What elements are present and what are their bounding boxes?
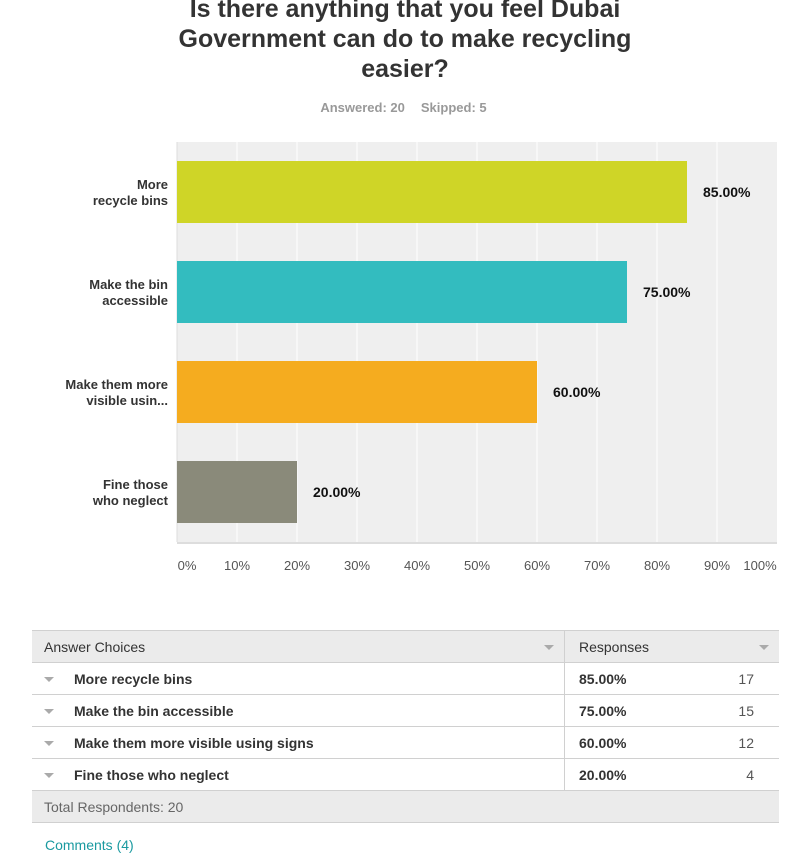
bar[interactable]	[177, 361, 537, 423]
x-tick-label: 10%	[224, 558, 250, 573]
x-tick-label: 90%	[704, 558, 730, 573]
expand-icon[interactable]	[44, 741, 54, 747]
bar-data-label: 60.00%	[553, 384, 601, 400]
table-header: Answer Choices Responses	[32, 630, 779, 663]
table-row: Make them more visible using signs 60.00%…	[32, 726, 779, 759]
table-row: Fine those who neglect 20.00% 4	[32, 758, 779, 791]
answer-choices-header[interactable]: Answer Choices	[32, 630, 565, 663]
category-label: More recycle bins	[93, 177, 168, 208]
response-count: 15	[689, 694, 779, 727]
category-label: Fine those who neglect	[92, 477, 169, 508]
response-count: 12	[689, 726, 779, 759]
response-stats: Answered: 20 Skipped: 5	[0, 100, 807, 115]
bar-data-label: 85.00%	[703, 184, 751, 200]
responses-table: Answer Choices Responses More recycle bi…	[32, 630, 779, 823]
x-tick-label: 100%	[743, 558, 777, 573]
sort-icon[interactable]	[759, 644, 769, 650]
x-tick-label: 30%	[344, 558, 370, 573]
x-tick-label: 0%	[178, 558, 197, 573]
bar[interactable]	[177, 261, 627, 323]
expand-icon[interactable]	[44, 709, 54, 715]
x-tick-label: 40%	[404, 558, 430, 573]
bar-data-label: 75.00%	[643, 284, 691, 300]
expand-icon[interactable]	[44, 677, 54, 683]
category-label: Make them more visible usin...	[65, 377, 168, 408]
table-row: Make the bin accessible 75.00% 15	[32, 694, 779, 727]
response-percent: 60.00%	[564, 726, 689, 759]
responses-header[interactable]: Responses	[564, 630, 779, 663]
answer-choice-cell: Make the bin accessible	[32, 694, 565, 727]
x-tick-label: 80%	[644, 558, 670, 573]
sort-icon[interactable]	[544, 644, 554, 650]
bar[interactable]	[177, 161, 687, 223]
total-respondents: Total Respondents: 20	[32, 790, 779, 823]
skipped-count: Skipped: 5	[420, 100, 487, 115]
x-tick-label: 70%	[584, 558, 610, 573]
chart-title: Is there anything that you feel Dubai Go…	[178, 0, 632, 83]
answered-count: Answered: 20	[320, 100, 405, 115]
category-label: Make the bin accessible	[89, 277, 168, 308]
x-tick-label: 50%	[464, 558, 490, 573]
bar-chart: 0% 10% 20% 30% 40% 50% 60% 70% 80% 90% 100% 85.00% M…	[65, 142, 777, 573]
expand-icon[interactable]	[44, 773, 54, 779]
response-count: 4	[689, 758, 779, 791]
x-tick-label: 60%	[524, 558, 550, 573]
answer-choice-cell: Fine those who neglect	[32, 758, 565, 791]
table-row: More recycle bins 85.00% 17	[32, 662, 779, 695]
x-tick-label: 20%	[284, 558, 310, 573]
response-count: 17	[689, 662, 779, 695]
bar-data-label: 20.00%	[313, 484, 361, 500]
comments-link[interactable]: Comments (4)	[45, 837, 134, 853]
response-percent: 20.00%	[564, 758, 689, 791]
answer-choice-cell: Make them more visible using signs	[32, 726, 565, 759]
bar[interactable]	[177, 461, 297, 523]
response-percent: 75.00%	[564, 694, 689, 727]
answer-choice-cell: More recycle bins	[32, 662, 565, 695]
response-percent: 85.00%	[564, 662, 689, 695]
